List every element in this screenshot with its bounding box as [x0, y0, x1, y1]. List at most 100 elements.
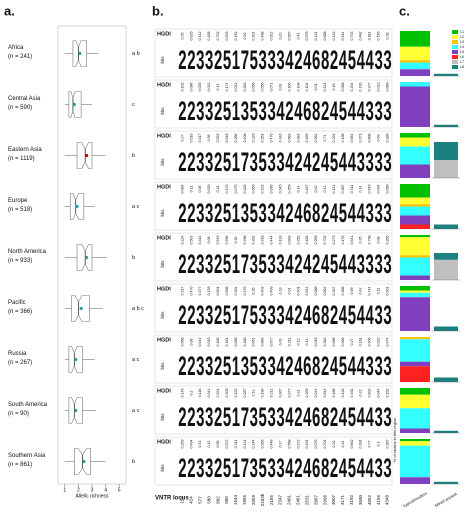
logo-letter: 5	[250, 45, 258, 75]
x-tick-label: 5	[118, 487, 121, 493]
bar-segment	[400, 290, 430, 293]
hgdi-value: 0.476	[243, 287, 247, 296]
row-frame	[154, 181, 393, 231]
hgdi-value: 0.118	[359, 338, 363, 347]
mean-marker	[84, 153, 89, 158]
hgdi-value: 0.519	[368, 185, 372, 194]
logo-letter: 3	[267, 96, 275, 126]
bar-segment	[400, 60, 430, 63]
hgdi-value: 0.14	[305, 339, 309, 346]
hgdi-value: 0.034	[377, 185, 381, 194]
hgdi-value: 0.582	[287, 134, 291, 143]
hgdi-value: 0.166	[287, 83, 291, 92]
logo-letter: 4	[348, 351, 356, 381]
hgdi-value: 0.062	[314, 134, 318, 143]
logo-letter: 4	[357, 96, 365, 126]
hgdi-value: 0.301	[252, 32, 256, 41]
hgdi-value: 0.211	[270, 389, 274, 398]
hgdi-value: 0.663	[287, 236, 291, 245]
logo-letter: 8	[321, 402, 329, 432]
logo-letter: 5	[223, 147, 231, 177]
logo-letter: 3	[205, 402, 213, 432]
locus-label: 1955	[242, 494, 247, 505]
logo-letter: 4	[339, 249, 347, 279]
logo-letter: 4	[348, 96, 356, 126]
hgdi-value: 0.354	[234, 287, 238, 296]
hgdi-value: 0.42	[359, 288, 363, 295]
hgdi-value: 0.432	[332, 32, 336, 41]
hgdi-value: 0.102	[261, 185, 265, 194]
logo-letter: 2	[214, 96, 222, 126]
logo-letter: 4	[366, 453, 374, 483]
hgdi-value: 0.132	[234, 389, 238, 398]
sample-size: (n = 590)	[8, 105, 32, 111]
row-frame	[154, 232, 393, 282]
sample-size: (n = 366)	[8, 309, 32, 315]
logo-letter: 2	[214, 402, 222, 432]
hgdi-value: 0.174	[225, 83, 229, 92]
mean-marker	[82, 459, 86, 464]
significance-letters: c	[132, 102, 135, 108]
logo-letter: 3	[276, 249, 284, 279]
hgdi-value: 0.601	[216, 287, 220, 296]
logo-letter: 5	[259, 147, 267, 177]
locus-label: 580	[206, 496, 211, 504]
significance-letters: b	[132, 153, 135, 159]
y-axis-label: bits	[160, 56, 165, 64]
logo-letter: 4	[339, 402, 347, 432]
logo-letter: 2	[187, 249, 195, 279]
hgdi-value: 0.02	[278, 84, 282, 91]
hgdi-value: 0.688	[323, 32, 327, 41]
bar-segment	[400, 86, 430, 127]
hgdi-value: 0.11	[189, 186, 193, 193]
hgdi-value: 0.211	[287, 338, 291, 347]
hgdi-value: 0.012	[377, 83, 381, 92]
logo-letter: 5	[223, 198, 231, 228]
bar-segment	[400, 237, 430, 256]
logo-letter: 5	[339, 96, 347, 126]
hgdi-value: 0.14	[216, 84, 220, 91]
bar-segment	[400, 82, 430, 87]
notched-box	[69, 193, 85, 220]
hgdi-value: 0.301	[385, 287, 389, 296]
logo-letter: 2	[330, 402, 338, 432]
logo-letter: 3	[250, 453, 258, 483]
hgdi-value: 0.146	[377, 32, 381, 41]
y-axis-label: bits	[160, 260, 165, 268]
locus-label: 2401	[287, 494, 292, 505]
hgdi-value: 0.598	[287, 440, 291, 449]
significance-letters: b	[132, 255, 135, 261]
hgdi-value: 0.21	[296, 390, 300, 397]
logo-letter: 5	[250, 300, 258, 330]
bar-segment	[400, 133, 430, 138]
y-axis-label: bits	[160, 158, 165, 166]
bar-segment	[434, 326, 458, 331]
logo-letter: 3	[383, 198, 391, 228]
hgdi-value: 0.499	[270, 287, 274, 296]
hgdi-value: 0.331	[216, 389, 220, 398]
logo-letter: 3	[374, 45, 382, 75]
hgdi-value: 0.367	[332, 287, 336, 296]
region-name: Southern Asia	[8, 453, 46, 459]
locus-label: 802	[215, 496, 220, 504]
bar-segment	[434, 73, 458, 76]
panel-label: c.	[399, 3, 410, 18]
logo-letter: 5	[223, 45, 231, 75]
logo-letter: 4	[276, 351, 284, 381]
logo-letter: 4	[339, 147, 347, 177]
x-axis-label: Typical/modern	[402, 491, 428, 509]
logo-letter: 3	[196, 45, 204, 75]
x-axis-label: Mixed ancient	[434, 491, 459, 508]
row-frame	[154, 130, 393, 180]
hgdi-value: 0.204	[350, 83, 354, 92]
hgdi-value: 0.287	[385, 440, 389, 449]
logo-letter: 3	[267, 198, 275, 228]
logo-letter: 2	[178, 453, 186, 483]
logo-letter: 7	[241, 453, 249, 483]
logo-letter: 5	[250, 96, 258, 126]
hgdi-value: 0.377	[287, 389, 291, 398]
notched-box	[68, 346, 83, 373]
mean-marker	[84, 255, 89, 260]
logo-letter: 3	[383, 96, 391, 126]
hgdi-value: 0.076	[314, 440, 318, 449]
